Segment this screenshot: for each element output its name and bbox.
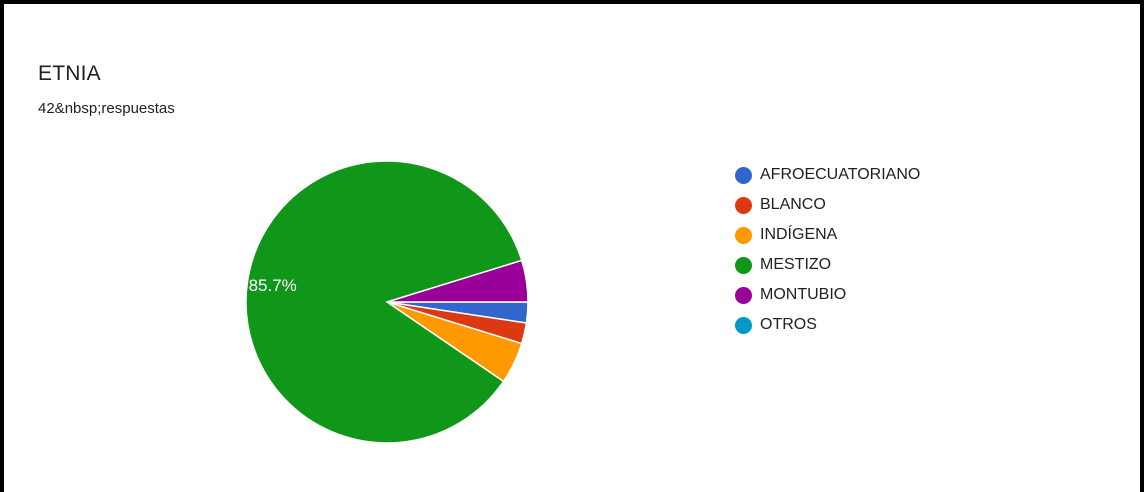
- legend-item-mestizo[interactable]: MESTIZO: [735, 250, 920, 280]
- legend-label-mestizo: MESTIZO: [760, 256, 832, 273]
- chart-title: ETNIA: [38, 62, 101, 85]
- legend-dot-blanco: [735, 196, 752, 214]
- response-count: 42&nbsp;respuestas: [38, 100, 175, 117]
- legend-dot-afroecuatoriano: [735, 166, 752, 184]
- chart-legend: AFROECUATORIANO BLANCO INDÍGENA MESTIZO MONT…: [735, 160, 920, 340]
- legend-label-afroecuatoriano: AFROECUATORIANO: [760, 166, 921, 183]
- legend-dot-montubio: [735, 286, 752, 304]
- legend-label-blanco: BLANCO: [760, 196, 826, 213]
- legend-item-blanco[interactable]: BLANCO: [735, 190, 920, 220]
- legend-dot-indigena: [735, 226, 752, 244]
- legend-label-indigena: INDÍGENA: [760, 226, 838, 243]
- pie-slice-mestizo-label: 85.7%: [249, 276, 297, 295]
- legend-label-montubio: MONTUBIO: [760, 286, 847, 303]
- legend-dot-otros: [735, 316, 752, 334]
- legend-item-afroecuatoriano[interactable]: AFROECUATORIANO: [735, 160, 920, 190]
- pie-slice-montubio[interactable]: [386, 259, 529, 303]
- legend-dot-mestizo: [735, 256, 752, 274]
- legend-item-indigena[interactable]: INDÍGENA: [735, 220, 920, 250]
- legend-item-otros[interactable]: OTROS: [735, 310, 920, 340]
- pie-slice-mestizo[interactable]: [245, 160, 523, 444]
- legend-label-otros: OTROS: [760, 316, 817, 333]
- legend-item-montubio[interactable]: MONTUBIO: [735, 280, 920, 310]
